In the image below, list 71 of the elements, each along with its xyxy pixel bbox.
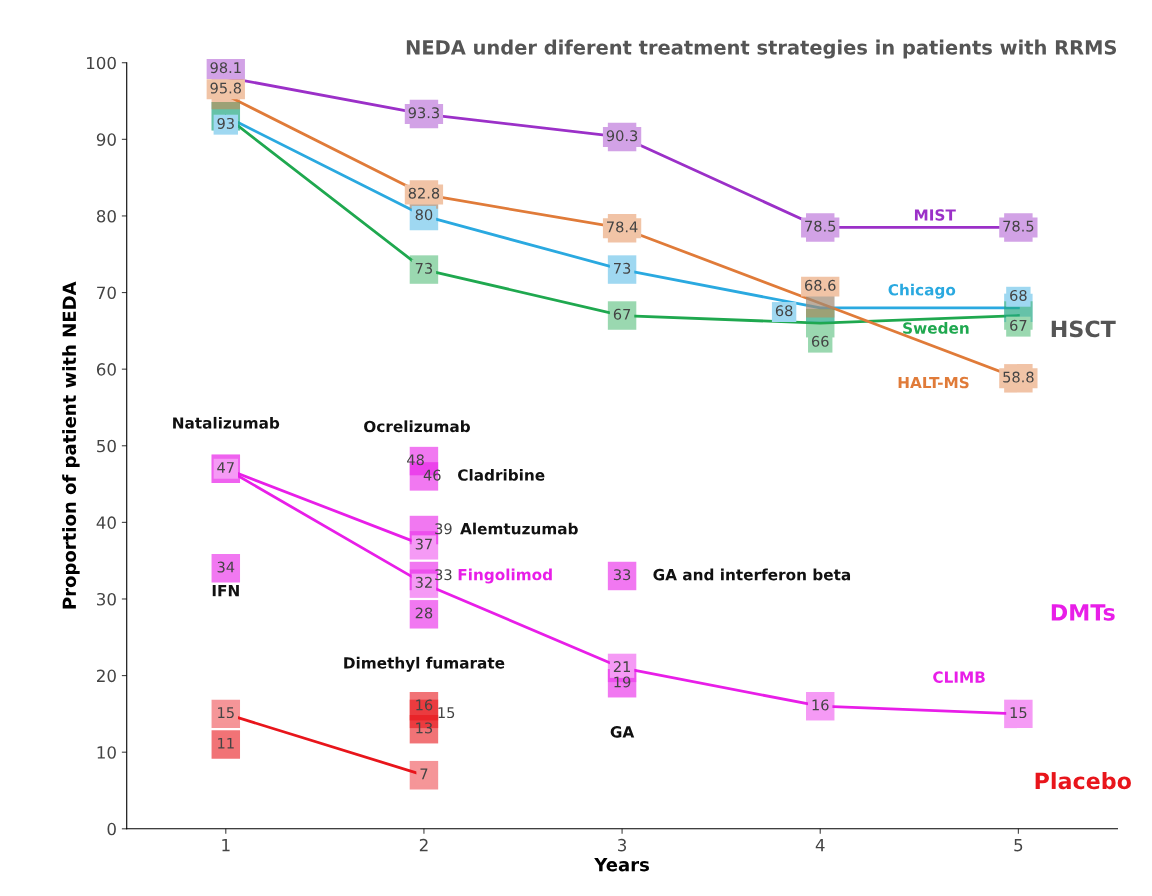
data-label: 68.6 bbox=[805, 279, 836, 291]
x-axis-title: Years bbox=[594, 857, 649, 872]
series-label: MIST bbox=[914, 209, 956, 221]
data-label: 16 bbox=[416, 699, 433, 711]
y-tick-label: 80 bbox=[96, 209, 116, 223]
x-tick-label: 5 bbox=[1014, 839, 1023, 852]
data-label: 78.5 bbox=[805, 220, 836, 232]
y-tick-label: 100 bbox=[87, 56, 116, 70]
annotation: HSCT bbox=[1051, 320, 1116, 338]
y-tick-label: 90 bbox=[96, 133, 116, 146]
data-label: 13 bbox=[416, 722, 433, 734]
data-label: 90.3 bbox=[606, 130, 638, 142]
data-label: 37 bbox=[415, 538, 432, 550]
data-label: 93.3 bbox=[408, 107, 439, 119]
series-label: CLIMB bbox=[933, 671, 985, 683]
y-tick-label: 10 bbox=[97, 746, 116, 759]
data-label: 80 bbox=[415, 209, 433, 221]
y-axis-title: Proportion of patient with NEDA bbox=[62, 281, 80, 609]
data-label: 21 bbox=[613, 661, 631, 672]
series-label: IFN bbox=[212, 585, 239, 597]
series-label: Alemtuzumab bbox=[460, 522, 578, 535]
x-tick-label: 1 bbox=[222, 839, 230, 852]
series-label: GA bbox=[610, 726, 635, 738]
data-label: 67 bbox=[613, 308, 631, 320]
data-label: 33 bbox=[613, 569, 631, 581]
chart-title: NEDA under diferent treatment strategies in patients with RRMS bbox=[406, 39, 1117, 59]
data-label: 34 bbox=[217, 561, 235, 573]
data-label: 78.4 bbox=[607, 221, 638, 233]
data-label: 68 bbox=[1010, 289, 1027, 301]
series-label: Cladribine bbox=[458, 469, 545, 481]
x-tick-label: 4 bbox=[815, 839, 825, 852]
data-label: 7 bbox=[420, 768, 428, 780]
text: Natalizumab bbox=[173, 416, 280, 429]
data-label: 15 bbox=[1010, 707, 1027, 719]
x-tick-label: 2 bbox=[419, 838, 428, 852]
series-label: Chicago bbox=[888, 283, 956, 299]
series-label: Sweden bbox=[903, 322, 969, 334]
series-label: HALT-MS bbox=[898, 376, 969, 389]
series-label: Fingolimod bbox=[458, 568, 552, 584]
data-label: 66 bbox=[811, 335, 829, 347]
y-tick-label: 30 bbox=[97, 592, 116, 606]
y-tick-label: 20 bbox=[97, 669, 116, 683]
y-tick-label: 70 bbox=[97, 286, 116, 300]
data-label: 11 bbox=[218, 737, 234, 749]
data-label: 16 bbox=[812, 699, 829, 711]
data-label: 73 bbox=[415, 262, 433, 274]
data-label: 28 bbox=[415, 607, 433, 619]
data-label: 58.8 bbox=[1003, 371, 1034, 383]
data-label: 68 bbox=[775, 305, 793, 317]
data-label: 73 bbox=[614, 262, 631, 274]
data-label: 15 bbox=[438, 707, 455, 719]
y-tick-label: 40 bbox=[96, 516, 116, 529]
y-tick-label: 50 bbox=[97, 439, 116, 453]
annotation: Placebo bbox=[1035, 772, 1131, 790]
data-label: 98.1 bbox=[210, 62, 241, 74]
x-tick-label: 3 bbox=[618, 838, 627, 852]
series-label: GA and interferon beta bbox=[653, 568, 851, 581]
data-label: 67 bbox=[1010, 319, 1027, 331]
data-label: 93 bbox=[217, 117, 234, 129]
data-label: 15 bbox=[218, 707, 234, 719]
text: Dimethyl fumarate bbox=[344, 656, 505, 672]
data-label: 95.8 bbox=[210, 82, 242, 94]
series-label: Ocrelizumab bbox=[364, 420, 470, 433]
data-label: 32 bbox=[415, 576, 432, 588]
data-label: 78.5 bbox=[1003, 220, 1034, 232]
data-label: 47 bbox=[217, 462, 234, 473]
y-tick-label: 0 bbox=[107, 822, 116, 836]
data-label: 82.8 bbox=[408, 187, 440, 199]
data-label: 19 bbox=[614, 676, 631, 688]
y-tick-label: 60 bbox=[96, 363, 116, 376]
annotation: DMTs bbox=[1051, 604, 1115, 621]
